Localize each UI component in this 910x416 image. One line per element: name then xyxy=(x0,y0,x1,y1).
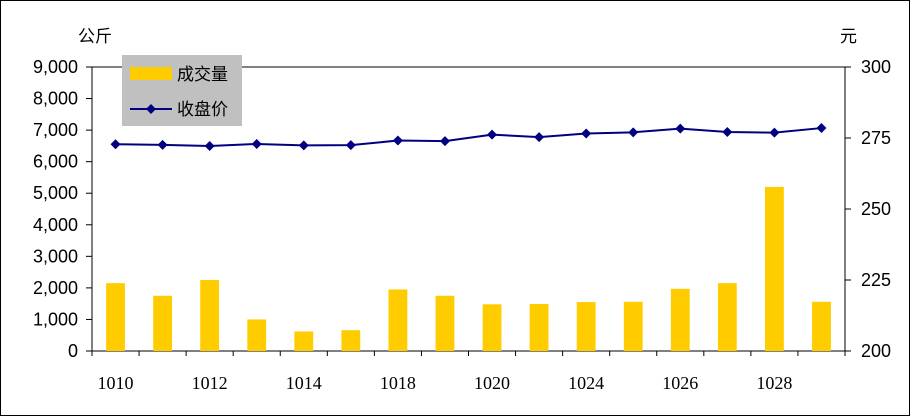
right-axis-tick-label: 250 xyxy=(861,199,891,219)
right-axis-tick-label: 275 xyxy=(861,128,891,148)
volume-bar xyxy=(623,301,643,351)
close-price-point xyxy=(487,129,498,140)
legend-background xyxy=(122,55,242,126)
close-price-line xyxy=(115,127,822,147)
right-axis-tick-label: 225 xyxy=(861,270,891,290)
volume-bar xyxy=(812,301,831,351)
left-axis-tick-label: 4,000 xyxy=(33,215,78,235)
volume-bar xyxy=(529,303,549,351)
right-unit-label: 元 xyxy=(840,27,857,47)
left-axis-tick-label: 6,000 xyxy=(33,152,78,172)
x-axis-tick-label: 1018 xyxy=(380,373,416,393)
left-unit-label: 公斤 xyxy=(78,27,112,47)
volume-bar xyxy=(435,295,455,351)
close-price-point xyxy=(110,139,121,150)
left-axis-tick-label: 2,000 xyxy=(33,278,78,298)
close-price-point xyxy=(204,140,215,151)
volume-bar xyxy=(482,304,502,351)
volume-bar xyxy=(341,330,361,351)
right-axis-tick-label: 200 xyxy=(861,341,891,361)
volume-bar xyxy=(153,295,173,351)
volume-bar xyxy=(670,288,690,351)
volume-bar xyxy=(717,283,737,351)
close-price-point xyxy=(298,140,309,151)
volume-bar xyxy=(106,283,125,351)
close-price-point xyxy=(769,127,780,138)
close-price-point xyxy=(722,127,733,138)
close-price-point xyxy=(439,136,450,147)
volume-bar xyxy=(764,186,784,351)
close-price-point xyxy=(534,132,545,143)
x-axis-tick-label: 1012 xyxy=(192,373,228,393)
left-axis-tick-label: 8,000 xyxy=(33,89,78,109)
volume-bar xyxy=(576,302,596,351)
x-axis-tick-label: 1020 xyxy=(474,373,510,393)
legend-volume-label: 成交量 xyxy=(177,65,228,85)
right-axis-tick-label: 300 xyxy=(861,57,891,77)
close-price-point xyxy=(157,139,168,150)
close-price-point xyxy=(675,123,686,134)
left-axis-tick-label: 1,000 xyxy=(33,309,78,329)
x-axis-tick-label: 1026 xyxy=(662,373,698,393)
legend-price-marker xyxy=(146,104,156,114)
left-axis-tick-label: 3,000 xyxy=(33,246,78,266)
left-axis-tick-label: 5,000 xyxy=(33,183,78,203)
close-price-point xyxy=(628,127,639,138)
volume-bar xyxy=(200,280,220,351)
left-axis-tick-label: 9,000 xyxy=(33,57,78,77)
x-axis-tick-label: 1024 xyxy=(568,373,604,393)
volume-bar xyxy=(247,319,267,351)
x-axis-tick-label: 1014 xyxy=(286,373,322,393)
close-price-point xyxy=(392,135,403,146)
close-price-point xyxy=(251,138,262,149)
legend-volume-swatch xyxy=(130,67,172,80)
close-price-point xyxy=(345,140,356,151)
legend-price-label: 收盘价 xyxy=(177,100,228,120)
x-axis-tick-label: 1010 xyxy=(98,373,134,393)
left-axis-tick-label: 7,000 xyxy=(33,120,78,140)
close-price-point xyxy=(581,128,592,139)
x-axis-tick-label: 1028 xyxy=(756,373,792,393)
close-price-point xyxy=(816,123,827,134)
left-axis-tick-label: 0 xyxy=(68,341,78,361)
volume-bar xyxy=(294,331,314,351)
volume-bar xyxy=(388,289,408,351)
